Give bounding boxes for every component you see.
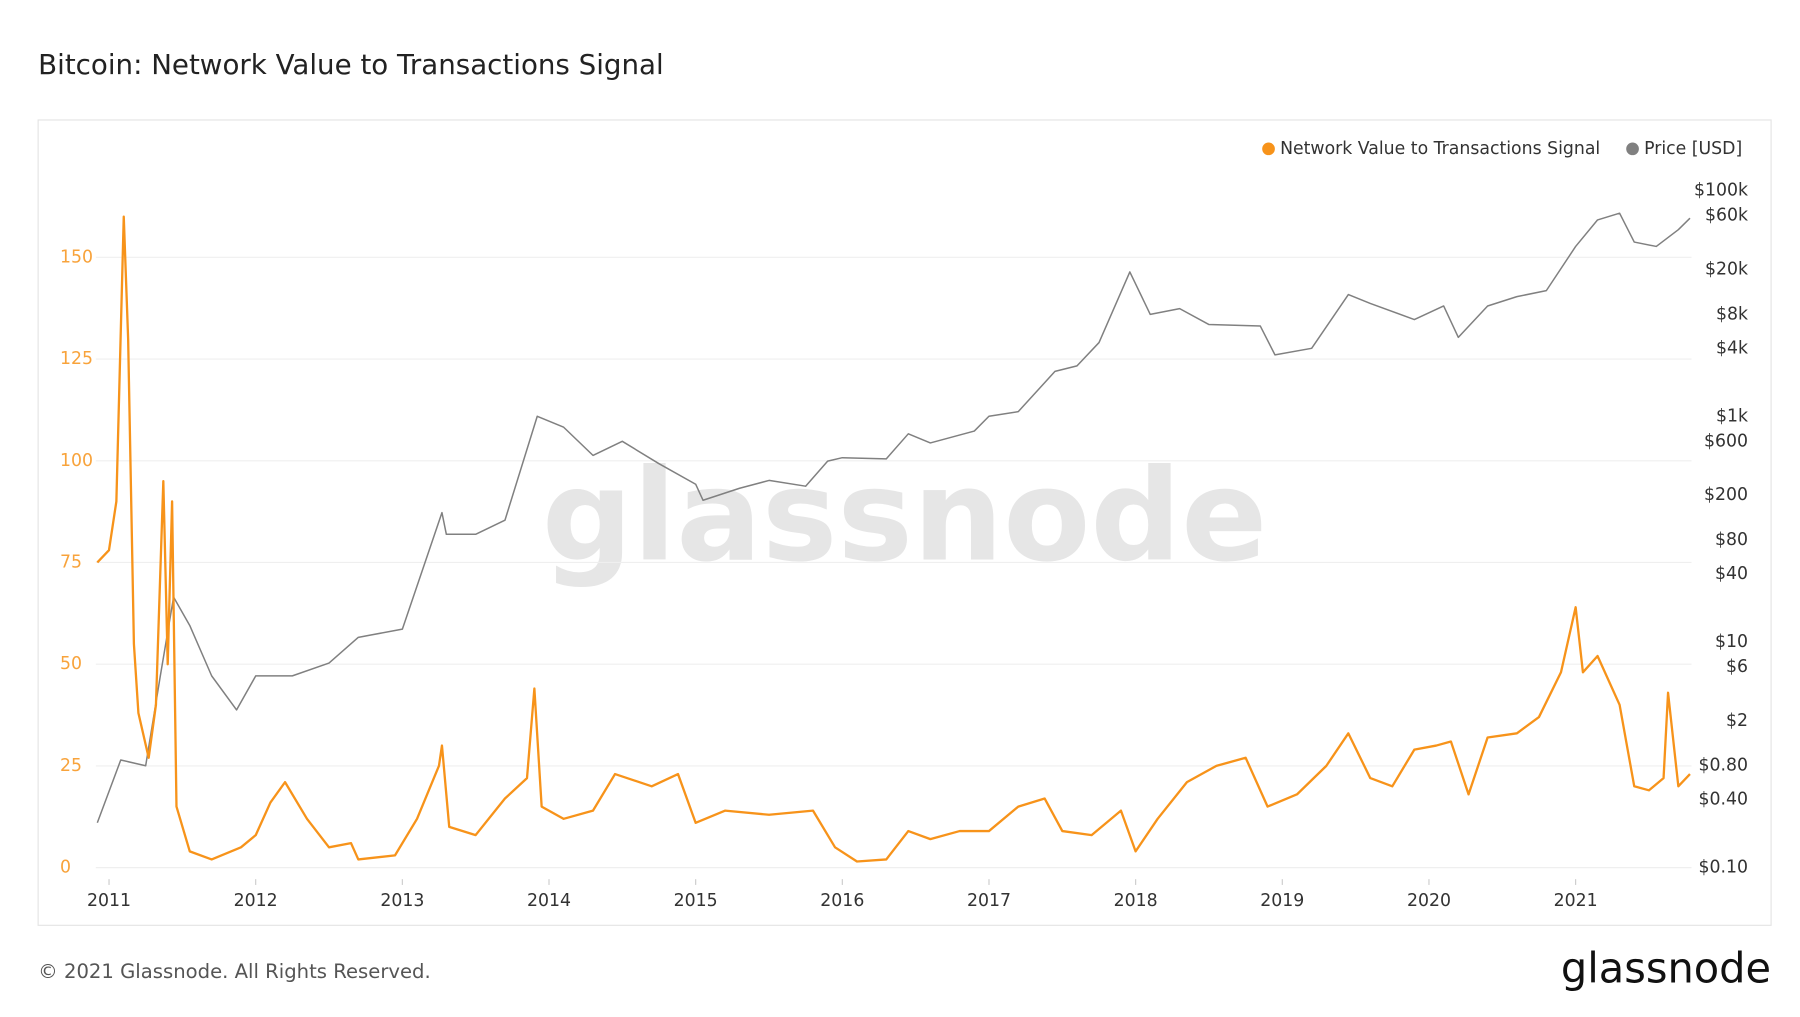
series-line bbox=[96, 215, 1691, 863]
x-tick-label: 2019 bbox=[1260, 891, 1304, 911]
y2-tick-label: $8k bbox=[1716, 304, 1748, 324]
y2-tick-label: $60k bbox=[1705, 206, 1748, 226]
legend-label: Network Value to Transactions Signal bbox=[1280, 139, 1600, 159]
x-tick-label: 2021 bbox=[1554, 891, 1598, 911]
series-line bbox=[96, 212, 1691, 824]
y2-tick-label: $1k bbox=[1716, 406, 1748, 426]
y2-tick-label: $4k bbox=[1716, 338, 1748, 358]
y-tick-label: 150 bbox=[60, 247, 93, 267]
legend-marker bbox=[1626, 142, 1639, 156]
legend-label: Price [USD] bbox=[1644, 139, 1742, 159]
y2-tick-label: $0.80 bbox=[1698, 756, 1748, 776]
watermark: glassnode bbox=[542, 442, 1268, 590]
footer: © 2021 Glassnode. All Rights Reserved. bbox=[38, 960, 431, 983]
x-tick-label: 2018 bbox=[1114, 891, 1158, 911]
y-tick-label: 25 bbox=[60, 756, 82, 776]
x-tick-label: 2012 bbox=[234, 891, 278, 911]
y2-tick-label: $6 bbox=[1726, 657, 1748, 677]
x-tick-label: 2016 bbox=[820, 891, 864, 911]
y2-tick-label: $40 bbox=[1715, 564, 1748, 584]
logo: glassnode bbox=[1561, 943, 1771, 992]
y2-tick-label: $100k bbox=[1694, 181, 1748, 201]
y2-tick-label: $80 bbox=[1715, 530, 1748, 550]
x-tick-label: 2011 bbox=[87, 891, 131, 911]
y2-tick-label: $20k bbox=[1705, 259, 1748, 279]
x-tick-label: 2017 bbox=[967, 891, 1011, 911]
chart-frame bbox=[37, 119, 1772, 926]
x-tick-label: 2015 bbox=[674, 891, 718, 911]
y-tick-label: 125 bbox=[60, 349, 93, 369]
y2-tick-label: $200 bbox=[1704, 485, 1748, 505]
y-tick-label: 0 bbox=[60, 858, 71, 878]
y2-tick-label: $10 bbox=[1715, 632, 1748, 652]
y2-tick-label: $600 bbox=[1704, 431, 1748, 451]
y2-tick-label: $0.10 bbox=[1698, 858, 1748, 878]
y2-tick-label: $2 bbox=[1726, 711, 1748, 731]
x-tick-label: 2014 bbox=[527, 891, 571, 911]
y2-tick-label: $0.40 bbox=[1698, 790, 1748, 810]
y-tick-label: 75 bbox=[60, 552, 82, 572]
y-tick-label: 100 bbox=[60, 451, 93, 471]
x-tick-label: 2013 bbox=[380, 891, 424, 911]
y-tick-label: 50 bbox=[60, 654, 82, 674]
legend-marker bbox=[1262, 142, 1275, 156]
x-tick-label: 2020 bbox=[1407, 891, 1451, 911]
chart-title: Bitcoin: Network Value to Transactions S… bbox=[38, 48, 664, 81]
